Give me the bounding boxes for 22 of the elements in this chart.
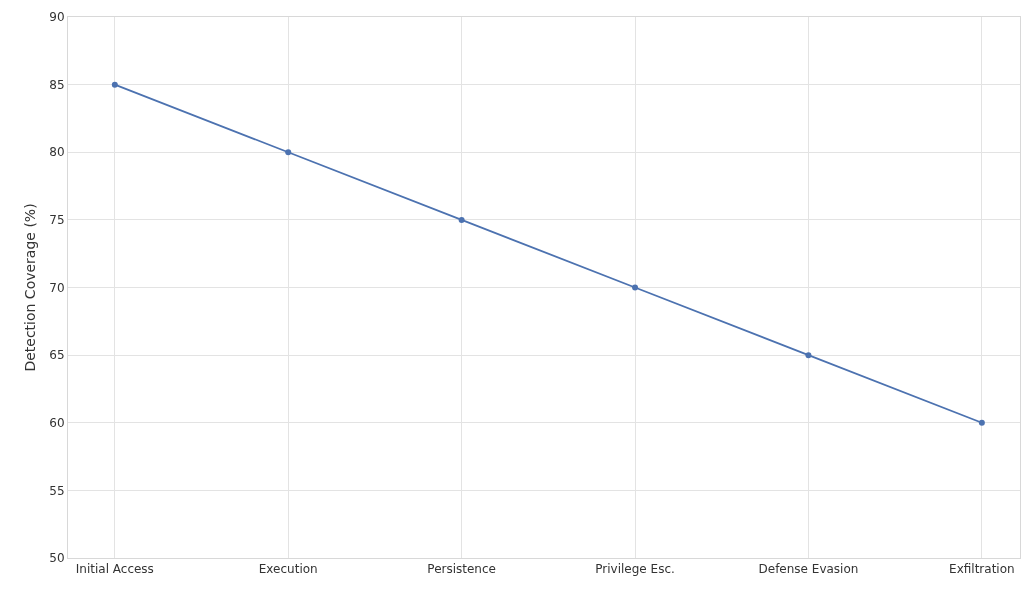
x-tick-label: Persistence (427, 562, 496, 577)
point (632, 284, 639, 291)
point (111, 81, 118, 88)
x-tick-label: Initial Access (75, 562, 154, 577)
x-tick-label: Defense Evasion (758, 562, 859, 577)
x-tick-label: Execution (258, 562, 318, 577)
point (978, 419, 985, 426)
y-tick-label: 75 (49, 213, 65, 228)
y-tick-label: 85 (49, 77, 65, 92)
x-tick-label: Privilege Esc. (595, 562, 675, 577)
y-tick-label: 90 (49, 10, 65, 25)
y-tick-label: 80 (49, 145, 65, 160)
y-tick-label: 65 (49, 348, 65, 363)
y-tick-label: 50 (49, 551, 65, 566)
y-tick-label: 60 (49, 415, 65, 430)
point (458, 216, 465, 223)
y-axis-title: Detection Coverage (%) (21, 203, 38, 372)
y-tick-label: 55 (49, 483, 65, 498)
point (805, 352, 812, 359)
y-tick-label: 70 (49, 280, 65, 295)
point (285, 149, 292, 156)
x-tick-label: Exfiltration (949, 562, 1015, 577)
